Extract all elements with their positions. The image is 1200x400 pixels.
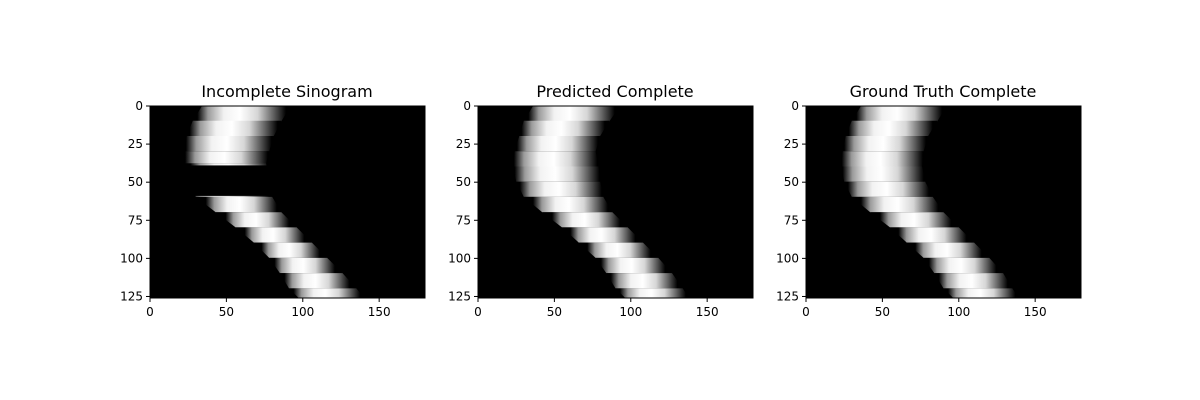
x-tick-label: 50 xyxy=(219,305,234,319)
x-tick-label: 0 xyxy=(802,305,810,319)
y-tick-label: 25 xyxy=(456,137,471,151)
x-tick-label: 150 xyxy=(368,305,391,319)
plot-area: 0 50 100 150 0 25 50 75 100 125 xyxy=(120,99,426,319)
x-tick-label: 150 xyxy=(1024,305,1047,319)
x-tick-label: 0 xyxy=(146,305,154,319)
y-tick-label: 100 xyxy=(776,251,799,265)
band-segment xyxy=(185,151,270,164)
x-tick-label: 50 xyxy=(547,305,562,319)
band-segment xyxy=(215,212,297,228)
y-tick-label: 0 xyxy=(463,99,471,113)
band-segment xyxy=(870,212,959,228)
y-tick-label: 75 xyxy=(128,213,143,227)
x-tick-label: 100 xyxy=(291,305,314,319)
band-segment xyxy=(578,242,659,258)
y-tick-label: 125 xyxy=(120,289,143,303)
band-segment xyxy=(606,273,683,289)
panel-predicted-complete: Predicted Complete 0 50 100 150 0 25 50 75 100 12… xyxy=(448,82,754,319)
sinogram-image xyxy=(513,106,689,298)
plot-area: 0 50 100 150 0 25 50 75 100 125 xyxy=(776,99,1082,319)
y-tick-label: 125 xyxy=(448,289,471,303)
band-segment xyxy=(542,212,628,228)
y-tick-label: 50 xyxy=(128,175,143,189)
band-segment xyxy=(851,196,944,213)
band-segment xyxy=(842,136,929,152)
y-tick-label: 100 xyxy=(448,251,471,265)
y-tick-label: 100 xyxy=(120,251,143,265)
band-segment xyxy=(844,181,933,197)
band-segment xyxy=(845,120,938,136)
axes-frame xyxy=(805,105,1082,299)
band-segment xyxy=(513,151,599,167)
band-segment xyxy=(195,196,282,213)
band-segment xyxy=(235,227,312,243)
y-tick-label: 25 xyxy=(784,137,799,151)
band-segment xyxy=(513,166,601,182)
band-segment xyxy=(192,106,291,122)
panel-incomplete-sinogram: Incomplete Sinogram 0 50 100 150 0 25 50 75 100 1… xyxy=(120,82,426,319)
sinogram-image xyxy=(150,106,425,298)
panel-title: Incomplete Sinogram xyxy=(201,82,372,101)
band-segment xyxy=(851,106,947,122)
band-segment xyxy=(890,227,975,243)
band-segment xyxy=(595,257,672,274)
x-tick-label: 0 xyxy=(474,305,482,319)
band-segment xyxy=(185,136,274,152)
band-segment xyxy=(269,257,343,274)
band-segment xyxy=(514,136,601,152)
band-segment xyxy=(519,120,610,136)
y-tick-label: 25 xyxy=(128,137,143,151)
band-segment xyxy=(923,257,1004,274)
band-segment xyxy=(615,288,689,298)
x-tick-label: 100 xyxy=(619,305,642,319)
band-segment xyxy=(523,196,613,213)
missing-angle-gap xyxy=(150,165,425,196)
band-segment xyxy=(253,242,328,258)
band-segment xyxy=(841,166,926,182)
y-tick-label: 75 xyxy=(456,213,471,227)
y-tick-label: 75 xyxy=(784,213,799,227)
band-segment xyxy=(279,273,357,289)
band-segment xyxy=(516,181,604,197)
band-segment xyxy=(562,227,643,243)
band-segment xyxy=(289,288,364,298)
plot-area: 0 50 100 150 0 25 50 75 100 125 xyxy=(448,99,754,319)
panel-title: Ground Truth Complete xyxy=(850,82,1037,101)
sinogram-image xyxy=(841,106,1019,298)
y-tick-label: 50 xyxy=(456,175,471,189)
x-tick-label: 100 xyxy=(947,305,970,319)
y-tick-label: 0 xyxy=(135,99,143,113)
axes-frame xyxy=(477,105,754,299)
band-segment xyxy=(523,106,621,122)
y-tick-label: 125 xyxy=(776,289,799,303)
x-tick-label: 150 xyxy=(696,305,719,319)
band-segment xyxy=(934,273,1013,289)
band-segment xyxy=(943,288,1019,298)
panel-title: Predicted Complete xyxy=(536,82,693,101)
axes-frame xyxy=(149,105,426,299)
x-tick-label: 50 xyxy=(875,305,890,319)
band-segment xyxy=(186,120,282,136)
y-tick-label: 50 xyxy=(784,175,799,189)
y-tick-label: 0 xyxy=(791,99,799,113)
panel-ground-truth-complete: Ground Truth Complete 0 50 100 150 0 25 50 75 10… xyxy=(776,82,1082,319)
band-segment xyxy=(841,151,924,167)
band-segment xyxy=(906,242,990,258)
